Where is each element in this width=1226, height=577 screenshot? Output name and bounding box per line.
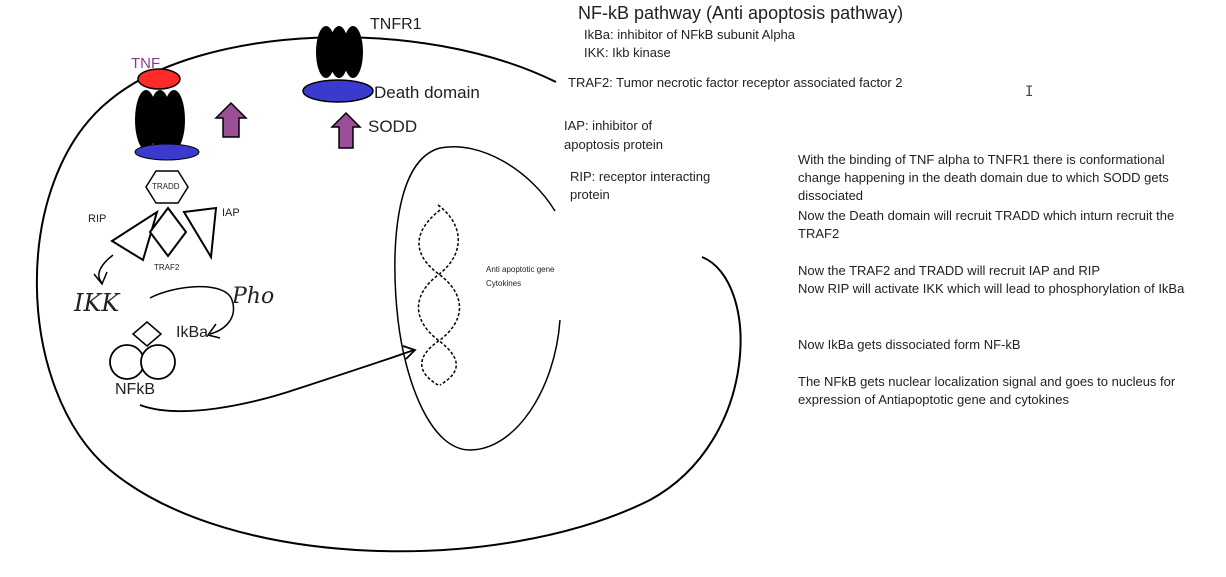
nucleus-gene-label: Anti apoptotic gene <box>486 265 555 274</box>
explanation-step-1: With the binding of TNF alpha to TNFR1 t… <box>798 152 1169 203</box>
text-cursor-icon: I <box>1025 84 1034 100</box>
ikba-label: IkBa <box>176 324 209 341</box>
nfkb-label: NFkB <box>115 381 155 398</box>
rip-to-ikk-arrow <box>98 254 114 284</box>
traf2-diamond <box>148 206 188 258</box>
tnf-receptor-subunit <box>163 90 185 150</box>
tnf-ligand <box>137 68 181 90</box>
tradd-hexagon <box>145 170 189 204</box>
traf2-label: TRAF2 <box>154 263 180 272</box>
nfkb-translocation-arrow <box>139 349 415 413</box>
explanation-step-3: Now the TRAF2 and TRADD will recruit IAP… <box>798 263 1101 278</box>
rip-to-ikk-arrowhead <box>93 271 108 286</box>
tradd-binding-domain <box>134 143 200 161</box>
sodd-dissociation-arrow <box>330 111 362 149</box>
pho-handwritten-label: Pho <box>232 284 275 309</box>
definition-iap-line1: IAP: inhibitor of <box>564 118 653 133</box>
definition-rip-line1: RIP: receptor interacting <box>570 169 711 184</box>
purple-up-arrow <box>214 101 248 138</box>
definition-ikk: IKK: Ikb kinase <box>584 45 671 60</box>
tnfr1-label: TNFR1 <box>370 16 422 33</box>
tradd-label: TRADD <box>152 182 180 191</box>
dna-strand-2 <box>418 209 461 386</box>
dna-strand-1 <box>417 204 459 386</box>
ikk-handwritten-label: IKK <box>74 289 120 317</box>
nfkb-subunit <box>109 344 145 380</box>
iap-label: IAP <box>222 207 240 219</box>
page-title: NF-kB pathway (Anti apoptosis pathway) <box>578 3 904 23</box>
death-domain-label: Death domain <box>374 83 480 102</box>
explanation-step-4: Now RIP will activate IKK which will lea… <box>798 281 1185 296</box>
ikba-diamond <box>131 321 163 347</box>
phosphorylation-arrow <box>149 285 235 335</box>
cell-membrane <box>35 36 742 553</box>
rip-label: RIP <box>88 213 107 225</box>
explanation-step-6: The NFkB gets nuclear localization signa… <box>798 374 1176 407</box>
nfkb-translocation-arrowhead <box>402 345 417 360</box>
sodd-label: SODD <box>368 117 418 136</box>
rip-triangle <box>110 209 159 262</box>
definition-rip-line2: protein <box>570 187 610 202</box>
tnfr1-subunit <box>329 26 349 78</box>
definition-traf2: TRAF2: Tumor necrotic factor receptor as… <box>568 75 903 90</box>
definition-ikba: IkBa: inhibitor of NFkB subunit Alpha <box>584 27 796 42</box>
definition-iap-line2: apoptosis protein <box>564 137 664 152</box>
explanation-step-5: Now IkBa gets dissociated form NF-kB <box>798 337 1021 352</box>
phosphorylation-arrowhead <box>206 323 221 339</box>
iap-triangle <box>182 206 218 261</box>
tnf-label: TNF <box>131 55 161 72</box>
explanation-step-2: Now the Death domain will recruit TRADD … <box>798 208 1175 241</box>
nfkb-subunit <box>140 344 176 380</box>
tnfr1-subunit <box>343 26 363 78</box>
nucleus-cytokine-label: Cytokines <box>486 279 522 288</box>
death-domain <box>302 79 374 103</box>
nucleus-membrane <box>394 146 561 451</box>
